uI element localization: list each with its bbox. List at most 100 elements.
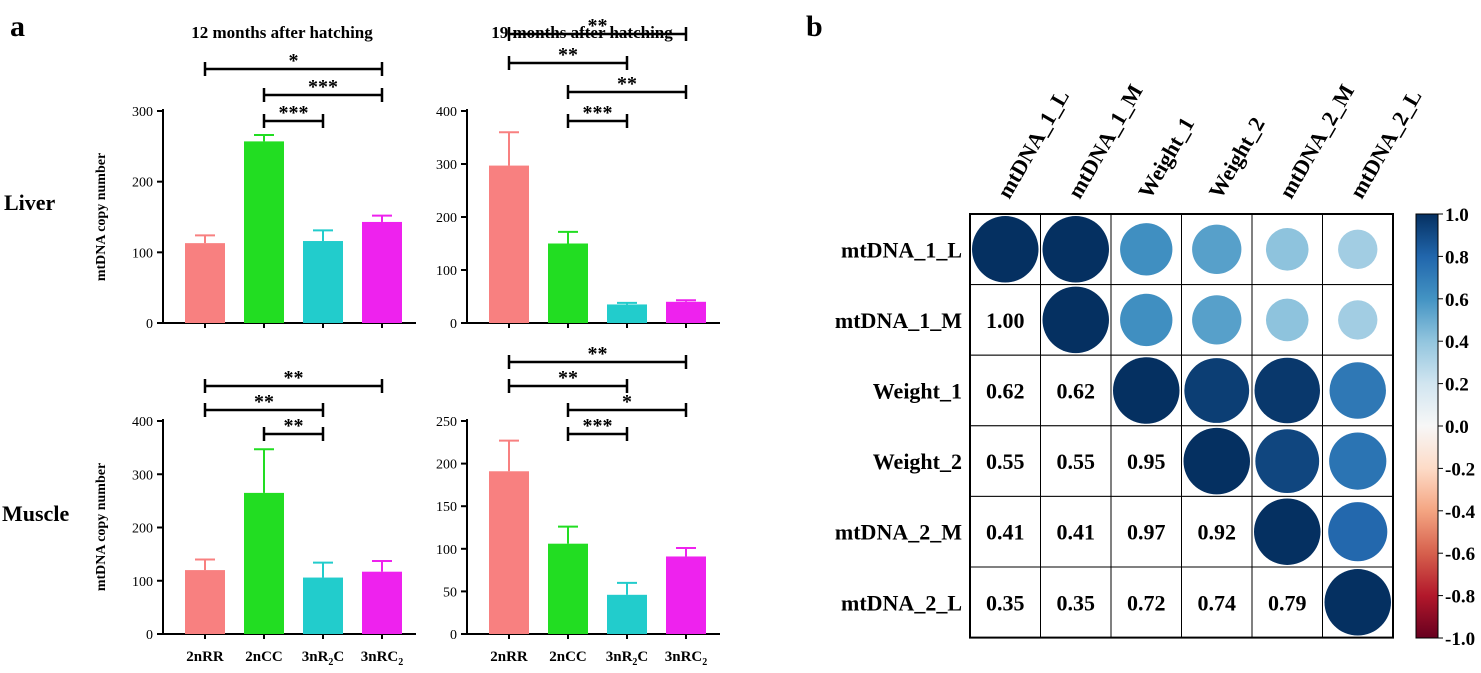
correlation-value: 1.00 [986,308,1025,333]
significance-label: ** [558,367,578,389]
correlation-circle [1324,569,1391,636]
correlation-circle [1254,498,1321,565]
correlation-circle [1192,295,1242,345]
correlation-circle [1265,228,1309,271]
correlation-circle [1113,357,1180,424]
bar [244,492,284,634]
significance-label: *** [308,76,338,98]
correlation-value: 0.92 [1198,520,1237,545]
correlation-heatmap: 1.00 0.62 0.62 0.55 0.55 0.95 0.41 0.41 0.97 0.92… [835,80,1427,639]
significance-label: ** [588,343,608,365]
heatmap-row-label: mtDNA_1_M [835,308,962,333]
heatmap-cell [1110,566,1182,639]
y-tick-label: 400 [132,415,153,430]
y-tick-label: 300 [132,468,153,483]
colorbar-tick-label: -1.0 [1445,629,1475,650]
heatmap-row-label: mtDNA_2_M [835,520,962,545]
significance-label: ** [617,73,637,95]
colorbar-tick-label: -0.6 [1445,544,1475,565]
significance-label: *** [279,102,309,124]
correlation-value: 0.35 [1057,590,1096,615]
heatmap-col-label: mtDNA_2_M [1274,80,1359,203]
colorbar-gradient [1415,213,1439,639]
correlation-circle [1254,357,1320,424]
heatmap-cell [1251,566,1323,639]
y-tick-label: 50 [443,585,457,600]
correlation-circle [972,216,1039,283]
x-tick-label: 3nRC2 [665,649,708,668]
colorbar-tick-label: 0.2 [1445,375,1469,396]
y-tick-label: 200 [132,522,153,537]
bar [303,577,343,634]
heatmap-cell [969,495,1041,568]
bar [244,141,284,323]
correlation-value: 0.74 [1198,590,1237,615]
y-tick-label: 150 [436,500,457,515]
heatmap-cell [1110,425,1182,497]
colorbar-tick-label: 0.0 [1445,417,1469,438]
significance-label: * [622,391,632,413]
significance-label: ** [588,15,608,37]
correlation-value: 0.95 [1127,449,1166,474]
panel-label-b: b [806,10,823,43]
y-tick-label: 300 [436,158,457,173]
x-tick-label: 3nR2C [606,649,649,668]
y-tick-label: 250 [436,415,457,430]
y-tick-label: 100 [132,246,153,261]
significance-label: ** [254,391,274,413]
x-tick-label: 3nRC2 [361,649,404,668]
correlation-circle [1329,362,1386,419]
bar [489,165,529,323]
heatmap-col-label: Weight_2 [1203,113,1269,203]
y-tick-label: 400 [436,105,457,120]
bar [548,243,588,323]
significance-label: * [289,50,299,72]
correlation-circle [1338,229,1378,269]
correlation-circle [1120,223,1173,276]
bar [185,243,225,323]
colorbar-tick-label: 0.4 [1445,332,1469,353]
y-tick-label: 0 [450,317,457,332]
y-tick-label: 200 [436,211,457,226]
significance-label: ** [284,367,304,389]
significance-label: *** [583,415,613,437]
heatmap-row-label: mtDNA_2_L [841,590,962,615]
significance-label: ** [284,415,304,437]
y-tick-label: 200 [436,458,457,473]
correlation-value: 0.79 [1268,590,1307,615]
heatmap-cell [1040,495,1112,568]
col-title-19-months: 19 months after hatching [491,23,673,42]
correlation-circle [1184,358,1250,423]
y-tick-label: 0 [146,628,153,643]
y-axis-title-liver: mtDNA copy number [94,153,109,281]
correlation-circle [1192,224,1242,274]
bar [666,301,706,323]
bar [362,221,402,323]
bar [548,543,588,634]
heatmap-row-label: Weight_2 [873,449,962,474]
bar [303,241,343,323]
correlation-circle [1255,429,1320,493]
correlation-circle [1265,298,1309,342]
y-tick-label: 100 [132,575,153,590]
heatmap-cell [1040,566,1112,639]
significance-label: *** [583,102,613,124]
y-tick-label: 100 [436,264,457,279]
correlation-value: 0.72 [1127,590,1166,615]
colorbar: 1.0 0.8 0.6 0.4 0.2 0.0 -0.2 -0.4 -0.6 -0.8 -1.0 [1415,205,1476,650]
significance-label: ** [558,44,578,66]
correlation-circle [1329,432,1387,490]
correlation-circle [1328,502,1388,562]
correlation-circle [1120,293,1173,347]
heatmap-col-label: mtDNA_1_L [992,85,1074,202]
correlation-circle [1183,427,1250,495]
heatmap-row-label: mtDNA_1_L [841,237,962,262]
colorbar-tick-label: 1.0 [1445,205,1469,226]
colorbar-tick-label: 0.6 [1445,290,1469,311]
correlation-value: 0.55 [1057,449,1096,474]
bar-chart-muscle-12m: 0 100 200 300 400 2nRR 2nCC 3nR2C 3nRC2 ** ** ** [132,367,416,668]
y-tick-label: 0 [146,317,153,332]
